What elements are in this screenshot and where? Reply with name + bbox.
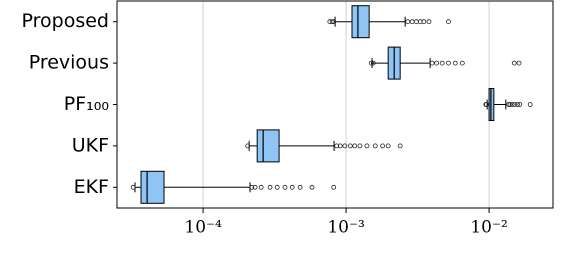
outlier [507, 102, 513, 107]
y-tick-label: PF₁₀₀ [64, 93, 109, 115]
x-tick-label: 10⁻³ [327, 218, 364, 238]
box [256, 129, 280, 163]
outlier [357, 143, 363, 149]
y-tick-label: Proposed [22, 10, 109, 32]
outlier [297, 184, 303, 190]
outlier [434, 60, 440, 66]
outlier [397, 143, 403, 149]
outlier [347, 143, 353, 149]
outlier [329, 19, 335, 25]
outlier [289, 184, 295, 190]
outlier [380, 143, 385, 149]
outlier [405, 19, 411, 25]
outlier [249, 184, 255, 190]
outlier [511, 60, 517, 66]
outlier [409, 19, 415, 25]
outlier [331, 184, 337, 190]
outlier [429, 60, 435, 66]
outlier [509, 102, 515, 107]
outlier [459, 60, 465, 66]
outlier [506, 102, 512, 107]
outlier [352, 143, 358, 149]
outlier [252, 184, 258, 190]
outlier [372, 143, 378, 149]
outlier [517, 102, 523, 107]
outlier [439, 60, 445, 66]
outlier [267, 184, 273, 190]
x-tick-label: 10⁻² [470, 218, 507, 238]
outlier [364, 143, 370, 149]
outlier [334, 143, 340, 149]
outlier [426, 19, 432, 25]
outlier [452, 60, 458, 66]
outlier [258, 184, 264, 190]
outlier [446, 19, 451, 25]
box [351, 5, 370, 39]
outlier [331, 19, 337, 25]
outlier [245, 143, 251, 149]
y-tick-label: Previous [29, 52, 109, 74]
y-tick-label: EKF [74, 176, 109, 198]
outlier [516, 60, 522, 66]
outlier [370, 60, 376, 66]
x-tick-label: 10⁻⁴ [184, 218, 222, 238]
outlier [368, 60, 374, 66]
y-tick-label: UKF [72, 134, 109, 156]
outlier [337, 143, 343, 149]
outlier [309, 184, 315, 190]
outlier [527, 102, 533, 107]
outlier [515, 102, 520, 107]
box [140, 170, 165, 204]
outlier [274, 184, 280, 190]
outlier [282, 184, 288, 190]
outlier [512, 102, 518, 107]
outlier [421, 19, 427, 25]
outlier [413, 19, 419, 25]
outlier [130, 184, 136, 190]
outlier [385, 143, 391, 149]
outlier [342, 143, 348, 149]
outlier [446, 60, 451, 66]
outlier [483, 102, 489, 107]
